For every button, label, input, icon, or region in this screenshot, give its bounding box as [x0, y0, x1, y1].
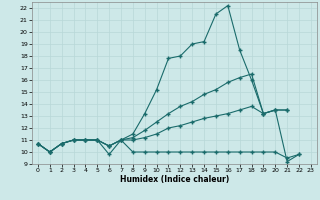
X-axis label: Humidex (Indice chaleur): Humidex (Indice chaleur) [120, 175, 229, 184]
